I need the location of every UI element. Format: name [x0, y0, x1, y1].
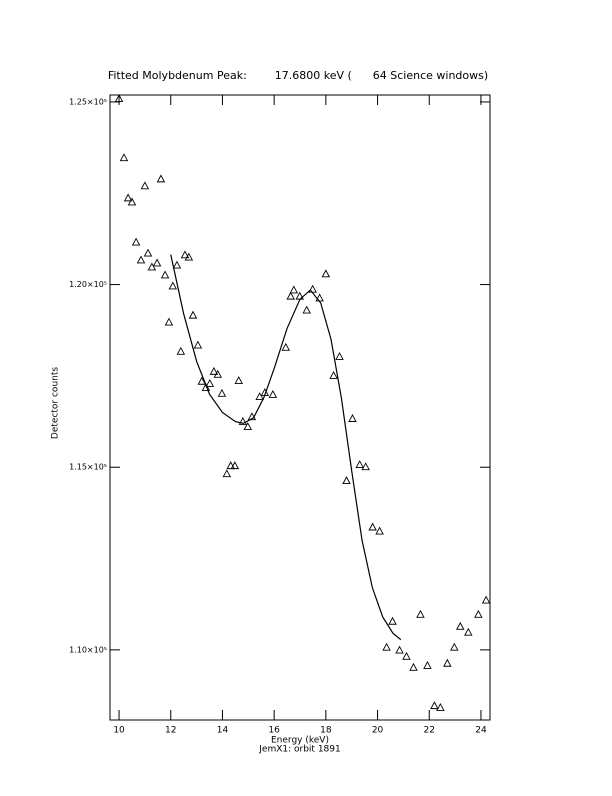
data-point	[456, 621, 465, 630]
data-point	[329, 370, 338, 379]
data-point	[402, 651, 411, 660]
data-point	[213, 369, 223, 378]
x-tick-label: 10	[113, 726, 125, 736]
data-point	[281, 342, 291, 351]
data-point	[209, 366, 219, 375]
fit-line	[170, 254, 402, 641]
data-point	[295, 291, 304, 300]
x-tick-label: 14	[217, 726, 229, 736]
data-point	[423, 660, 432, 669]
data-point	[205, 378, 215, 387]
data-point	[114, 94, 124, 102]
data-point	[474, 609, 483, 618]
data-point	[188, 310, 198, 319]
chart-title: Fitted Molybdenum Peak: 17.6800 keV ( 64…	[108, 69, 488, 82]
data-point	[409, 662, 418, 671]
data-point	[230, 461, 240, 470]
data-point	[315, 293, 324, 302]
data-point	[234, 376, 243, 384]
data-point	[481, 595, 491, 604]
data-point	[430, 701, 439, 710]
data-point	[260, 388, 270, 397]
data-point	[355, 460, 364, 468]
data-point	[168, 281, 178, 290]
y-tick-label: 1.25×10⁵	[69, 97, 107, 106]
data-point	[136, 255, 146, 264]
data-point	[119, 153, 129, 162]
data-point	[201, 383, 211, 391]
data-point	[289, 285, 299, 294]
data-point	[184, 252, 194, 261]
data-point	[180, 250, 190, 259]
data-point	[302, 305, 311, 314]
data-point	[382, 642, 391, 651]
subtitle: JemX1: orbit 1891	[258, 745, 340, 755]
data-point	[217, 388, 227, 397]
data-point	[416, 609, 425, 618]
data-point	[308, 284, 317, 293]
data-point	[131, 237, 141, 246]
data-point	[464, 627, 473, 636]
x-axis-label: Energy (keV)	[271, 736, 329, 746]
data-point	[164, 317, 174, 326]
x-tick-label: 22	[424, 726, 435, 736]
data-point	[176, 346, 186, 355]
data-point	[268, 389, 278, 398]
data-point	[222, 469, 232, 478]
data-point	[140, 181, 150, 190]
y-tick-label: 1.20×10⁵	[69, 280, 107, 289]
data-point	[361, 462, 370, 471]
data-point	[226, 461, 235, 470]
data-point	[197, 376, 207, 385]
data-point	[123, 193, 133, 202]
x-tick-label: 16	[268, 726, 280, 736]
data-point	[348, 414, 357, 422]
data-point	[368, 522, 377, 531]
data-point	[375, 526, 384, 535]
y-tick-label: 1.15×10⁵	[69, 463, 107, 472]
data-point	[388, 616, 397, 625]
data-point	[152, 258, 162, 267]
data-point	[436, 702, 445, 711]
data-point	[450, 642, 459, 651]
data-point	[243, 422, 253, 430]
x-tick-label: 20	[372, 726, 384, 736]
data-point	[321, 269, 331, 278]
data-point	[156, 174, 166, 183]
data-point	[127, 197, 137, 206]
plot-frame	[109, 94, 491, 721]
x-tick-label: 12	[165, 726, 176, 736]
data-point	[172, 260, 182, 269]
data-point	[255, 392, 264, 401]
data-point	[193, 340, 203, 349]
data-point	[238, 416, 248, 425]
y-axis-label: Detector counts	[51, 367, 61, 439]
data-point	[395, 645, 404, 654]
data-point	[286, 291, 295, 300]
data-point	[247, 412, 257, 421]
data-point	[147, 262, 157, 271]
y-tick-label: 1.10×10⁵	[69, 645, 107, 654]
data-point	[160, 270, 170, 279]
x-tick-label: 18	[320, 726, 332, 736]
data-point	[335, 351, 344, 360]
data-point	[342, 476, 351, 485]
data-point	[143, 248, 153, 257]
x-tick-label: 24	[475, 726, 487, 736]
data-point	[443, 658, 452, 667]
